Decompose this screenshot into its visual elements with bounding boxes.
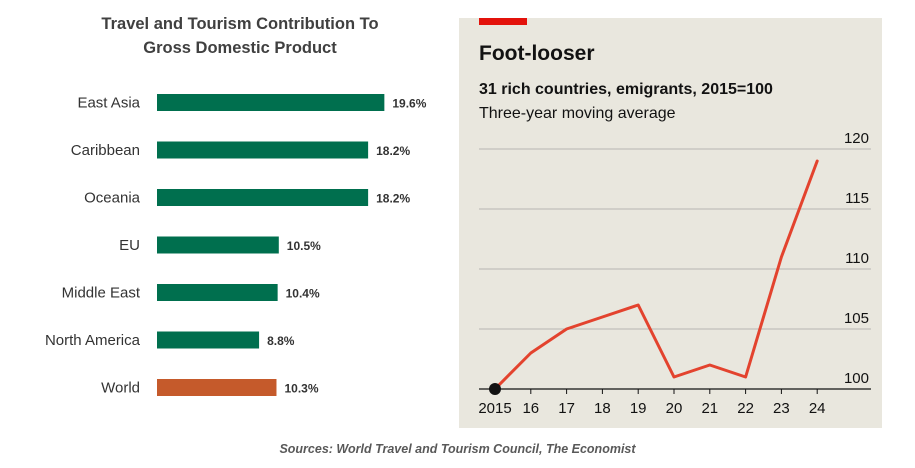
y-tick-label: 105 <box>844 310 869 327</box>
sources-note: Sources: World Travel and Tourism Counci… <box>279 442 636 456</box>
right-chart-subtitle-2: Three-year moving average <box>479 105 676 122</box>
x-tick-label: 22 <box>737 400 754 417</box>
y-tick-label: 120 <box>844 130 869 147</box>
x-tick-label: 16 <box>522 400 539 417</box>
x-tick-label: 24 <box>809 400 826 417</box>
value-label: 8.8% <box>267 334 295 348</box>
bar-eu <box>157 236 279 254</box>
y-tick-label: 110 <box>845 250 869 267</box>
x-tick-label: 20 <box>666 400 683 417</box>
x-tick-label: 21 <box>701 400 718 417</box>
value-label: 18.2% <box>376 192 410 206</box>
emigrants-series-line <box>493 159 819 391</box>
x-tick-label: 17 <box>558 400 575 417</box>
series-start-dot <box>489 383 501 395</box>
y-tick-label: 100 <box>844 370 869 387</box>
x-tick-label: 19 <box>630 400 647 417</box>
bar-middle-east <box>157 284 278 301</box>
x-tick-label: 23 <box>773 400 790 417</box>
category-label: World <box>101 380 140 397</box>
right-chart-title: Foot-looser <box>479 42 595 65</box>
bar-oceania <box>157 189 369 206</box>
bar-north-america <box>157 331 260 349</box>
x-tick-label: 2015 <box>478 400 511 417</box>
left-title-line-2: Gross Domestic Product <box>143 39 337 57</box>
left-title-line-1: Travel and Tourism Contribution To <box>101 15 379 33</box>
bar-world <box>157 379 277 396</box>
tourism-gdp-chart: Travel and Tourism Contribution To Gross… <box>0 0 450 430</box>
category-label: East Asia <box>77 95 140 112</box>
left-chart-title: Travel and Tourism Contribution To Gross… <box>0 12 480 60</box>
right-chart-subtitle: 31 rich countries, emigrants, 2015=100 <box>479 81 773 98</box>
bar-caribbean <box>157 141 369 159</box>
emigrants-line-plot: Foot-looser 31 rich countries, emigrants… <box>478 18 871 417</box>
category-label: Oceania <box>84 190 141 207</box>
accent-bar <box>479 18 527 25</box>
value-label: 10.3% <box>284 382 318 396</box>
category-label: Caribbean <box>71 142 140 159</box>
x-tick-label: 18 <box>594 400 611 417</box>
value-label: 10.5% <box>287 239 321 253</box>
left-bar-plot: East Asia 19.6% Caribbean 18.2% Oceania 18.2%… <box>45 94 427 397</box>
category-label: Middle East <box>62 285 141 302</box>
y-tick-label: 115 <box>845 190 869 207</box>
value-label: 19.6% <box>392 97 426 111</box>
bar-east-asia <box>157 94 385 111</box>
emigrants-chart-panel: Foot-looser 31 rich countries, emigrants… <box>459 18 882 428</box>
value-label: 10.4% <box>286 287 320 301</box>
value-label: 18.2% <box>376 144 410 158</box>
category-label: North America <box>45 332 141 349</box>
category-label: EU <box>119 237 140 254</box>
